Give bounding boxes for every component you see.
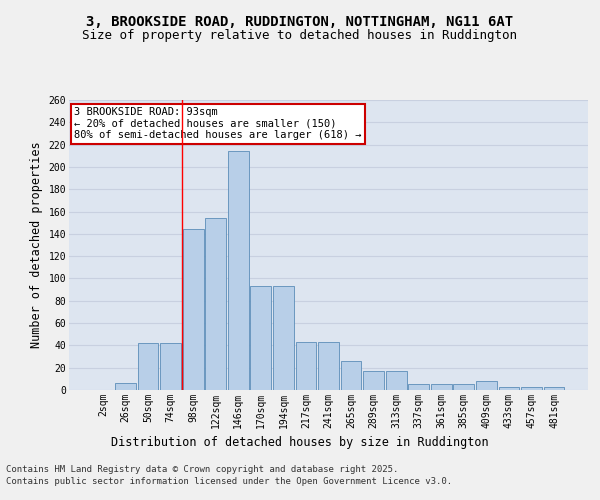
- Bar: [205, 218, 226, 390]
- Y-axis label: Number of detached properties: Number of detached properties: [30, 142, 43, 348]
- Text: 3 BROOKSIDE ROAD: 93sqm
← 20% of detached houses are smaller (150)
80% of semi-d: 3 BROOKSIDE ROAD: 93sqm ← 20% of detache…: [74, 108, 362, 140]
- Bar: [409, 384, 429, 390]
- Bar: [228, 152, 248, 390]
- Bar: [454, 384, 474, 390]
- Bar: [499, 386, 520, 390]
- Text: 3, BROOKSIDE ROAD, RUDDINGTON, NOTTINGHAM, NG11 6AT: 3, BROOKSIDE ROAD, RUDDINGTON, NOTTINGHA…: [86, 16, 514, 30]
- Bar: [318, 342, 339, 390]
- Text: Distribution of detached houses by size in Ruddington: Distribution of detached houses by size …: [111, 436, 489, 449]
- Bar: [296, 342, 316, 390]
- Text: Size of property relative to detached houses in Ruddington: Size of property relative to detached ho…: [83, 30, 517, 43]
- Bar: [160, 343, 181, 390]
- Bar: [273, 286, 294, 390]
- Bar: [137, 343, 158, 390]
- Bar: [363, 371, 384, 390]
- Text: Contains public sector information licensed under the Open Government Licence v3: Contains public sector information licen…: [6, 476, 452, 486]
- Bar: [521, 386, 542, 390]
- Bar: [250, 286, 271, 390]
- Bar: [115, 384, 136, 390]
- Bar: [386, 371, 407, 390]
- Bar: [431, 384, 452, 390]
- Bar: [476, 381, 497, 390]
- Bar: [544, 386, 565, 390]
- Bar: [341, 361, 361, 390]
- Text: Contains HM Land Registry data © Crown copyright and database right 2025.: Contains HM Land Registry data © Crown c…: [6, 464, 398, 473]
- Bar: [183, 230, 203, 390]
